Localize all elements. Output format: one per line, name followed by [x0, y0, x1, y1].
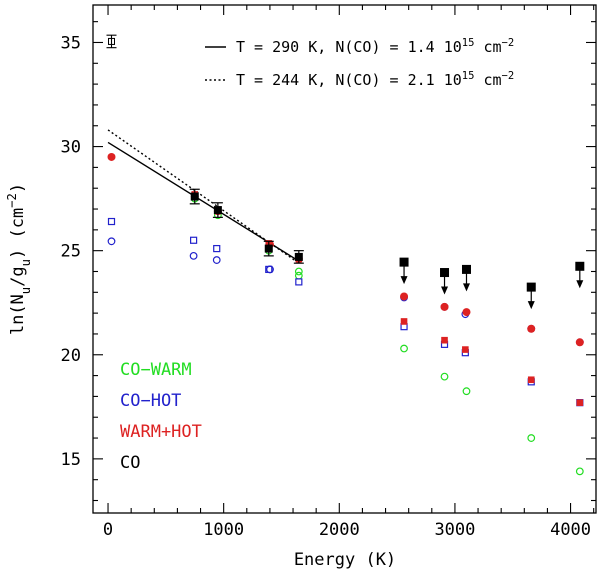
open-circle-point	[527, 434, 536, 442]
open-square-point	[265, 265, 273, 274]
x-axis-title: Energy (K)	[294, 550, 396, 570]
x-tick-label: 2000	[319, 520, 360, 540]
filled-circle-point	[107, 152, 116, 161]
filled-square-point	[462, 346, 469, 353]
filled-square-point	[264, 244, 273, 253]
filled-circle-point	[400, 292, 409, 301]
open-square-point	[107, 217, 116, 226]
open-square-point	[190, 236, 198, 244]
filled-square-point	[294, 252, 303, 261]
x-tick-label: 0	[103, 520, 113, 540]
open-circle-point	[440, 372, 449, 381]
open-circle-point	[294, 267, 303, 276]
upper-limit-square	[526, 282, 536, 292]
upper-limit-arrowhead	[441, 286, 449, 295]
filled-square-point	[441, 336, 448, 344]
filled-square-point	[527, 376, 535, 384]
filled-square-point	[213, 206, 222, 215]
x-tick-label: 4000	[550, 520, 591, 540]
group-label: CO−WARM	[120, 360, 192, 380]
upper-limit-square	[440, 268, 450, 278]
y-axis-title: ln(Nu/gu) (cm−2)	[5, 183, 33, 335]
filled-circle-point	[527, 324, 536, 333]
plot-frame	[92, 4, 597, 514]
x-tick-label: 1000	[203, 520, 244, 540]
upper-limit-arrowhead	[400, 276, 408, 285]
upper-limit-square	[575, 261, 585, 271]
upper-limit-square	[461, 264, 471, 274]
y-tick-label: 25	[61, 242, 81, 262]
filled-circle-point	[440, 302, 449, 311]
open-circle-point	[400, 344, 408, 353]
filled-circle-point	[462, 308, 471, 317]
y-tick-label: 30	[61, 138, 81, 158]
filled-square-point	[400, 318, 408, 325]
group-label: WARM+HOT	[120, 422, 202, 442]
filled-square-point	[576, 399, 584, 406]
filled-circle-point	[575, 338, 584, 347]
upper-limit-arrowhead	[576, 280, 584, 289]
upper-limit-arrowhead	[462, 283, 470, 292]
data-points	[106, 34, 585, 476]
open-circle-point	[212, 256, 221, 264]
group-labels: CO−WARM CO−HOT WARM+HOT CO	[120, 360, 202, 473]
group-label: CO−HOT	[120, 391, 181, 411]
y-tick-label: 35	[61, 33, 81, 53]
upper-limit-square	[399, 257, 409, 267]
legend: T = 290 K, N(CO) = 1.4 1015 cm−2 T = 244 …	[205, 37, 514, 89]
open-circle-point	[575, 467, 584, 476]
reference-error-square	[108, 37, 116, 45]
legend-label: T = 244 K, N(CO) = 2.1 1015 cm−2	[236, 70, 514, 89]
legend-label: T = 290 K, N(CO) = 1.4 1015 cm−2	[236, 37, 514, 56]
open-square-point	[213, 244, 221, 253]
axis-ticks: 0 1000 2000 3000 4000 15 20 25 30 35	[61, 5, 596, 540]
open-circle-point	[107, 237, 116, 246]
x-tick-label: 3000	[434, 520, 475, 540]
open-circle-point	[462, 387, 471, 396]
upper-limit-arrowhead	[527, 301, 535, 310]
open-circle-point	[189, 251, 198, 260]
y-tick-label: 20	[61, 346, 81, 366]
open-circle-point	[294, 271, 303, 280]
y-tick-label: 15	[61, 450, 81, 470]
filled-square-point	[190, 192, 199, 201]
open-square-point	[295, 278, 303, 286]
group-label: CO	[120, 453, 140, 473]
